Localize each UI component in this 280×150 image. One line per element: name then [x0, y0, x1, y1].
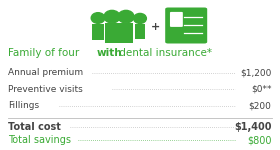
Ellipse shape: [91, 13, 105, 23]
Text: $1,200: $1,200: [240, 68, 272, 77]
Text: with: with: [97, 48, 122, 58]
Ellipse shape: [134, 14, 146, 23]
FancyBboxPatch shape: [119, 23, 133, 43]
Ellipse shape: [104, 10, 120, 23]
Text: Preventive visits: Preventive visits: [8, 85, 83, 94]
Text: Family of four: Family of four: [8, 48, 83, 58]
Text: Total cost: Total cost: [8, 122, 61, 132]
FancyBboxPatch shape: [135, 24, 145, 39]
FancyBboxPatch shape: [165, 8, 207, 44]
Text: $800: $800: [247, 135, 272, 145]
FancyBboxPatch shape: [105, 23, 119, 43]
Text: $0**: $0**: [251, 85, 272, 94]
FancyBboxPatch shape: [170, 12, 183, 27]
Text: Total savings: Total savings: [8, 135, 71, 145]
Text: Fillings: Fillings: [8, 101, 39, 110]
Ellipse shape: [118, 10, 134, 23]
Text: $200: $200: [249, 101, 272, 110]
Text: +: +: [151, 22, 160, 32]
Text: $1,400: $1,400: [234, 122, 272, 132]
Text: dental insurance*: dental insurance*: [116, 48, 212, 58]
FancyBboxPatch shape: [92, 24, 104, 40]
Text: Annual premium: Annual premium: [8, 68, 83, 77]
